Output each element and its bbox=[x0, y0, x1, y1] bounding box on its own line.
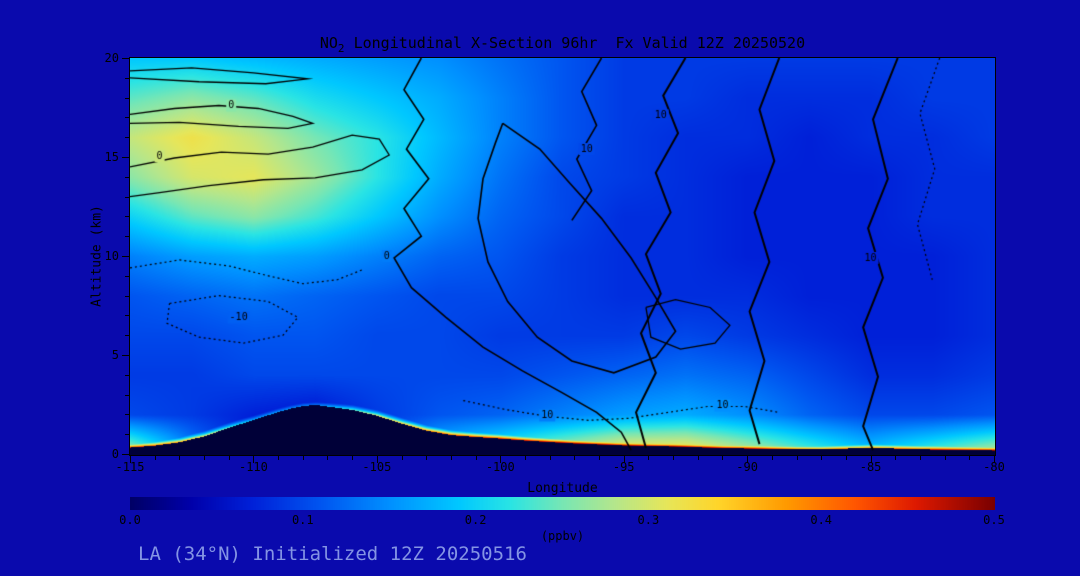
x-major-tick bbox=[870, 456, 872, 463]
init-caption: LA (34°N) Initialized 12Z 20250516 bbox=[138, 543, 527, 565]
x-major-tick bbox=[253, 456, 255, 463]
y-tick-label: 0 bbox=[111, 447, 119, 461]
y-minor-tick bbox=[125, 275, 129, 277]
colorbar-tick-label: 0.2 bbox=[464, 513, 487, 527]
x-minor-tick bbox=[673, 456, 675, 460]
x-axis-label: Longitude bbox=[527, 481, 598, 496]
y-major-tick bbox=[122, 157, 129, 158]
y-major-tick bbox=[122, 58, 129, 59]
title-species: NO bbox=[319, 34, 338, 52]
x-minor-tick bbox=[154, 456, 156, 460]
x-major-tick bbox=[994, 456, 995, 463]
x-minor-tick bbox=[771, 456, 773, 460]
x-tick-label: -115 bbox=[115, 460, 145, 474]
y-minor-tick bbox=[125, 414, 129, 416]
x-minor-tick bbox=[204, 456, 206, 460]
x-minor-tick bbox=[944, 456, 946, 460]
x-minor-tick bbox=[401, 456, 403, 460]
x-minor-tick bbox=[919, 456, 921, 460]
colorbar-tick-label: 0.4 bbox=[810, 513, 833, 527]
x-minor-tick bbox=[179, 456, 181, 460]
x-minor-tick bbox=[524, 456, 526, 460]
y-major-tick bbox=[122, 355, 129, 356]
x-minor-tick bbox=[228, 456, 230, 460]
y-minor-tick bbox=[125, 434, 129, 436]
y-major-tick bbox=[122, 454, 129, 455]
x-minor-tick bbox=[352, 456, 354, 460]
x-minor-tick bbox=[722, 456, 724, 460]
cross-section-canvas bbox=[129, 57, 996, 456]
colorbar-tick-label: 0.5 bbox=[983, 513, 1005, 527]
plot-title: NO2 Longitudinal X-Section 96hr Fx Valid… bbox=[130, 34, 995, 55]
x-minor-tick bbox=[969, 456, 971, 460]
x-tick-label: -95 bbox=[612, 460, 635, 474]
y-minor-tick bbox=[125, 97, 129, 99]
x-minor-tick bbox=[450, 456, 452, 460]
x-minor-tick bbox=[302, 456, 304, 460]
colorbar-units-label: (ppbv) bbox=[540, 529, 585, 543]
x-minor-tick bbox=[574, 456, 576, 460]
x-tick-label: -110 bbox=[238, 460, 268, 474]
x-major-tick bbox=[500, 456, 502, 463]
y-minor-tick bbox=[125, 216, 129, 218]
title-text: Longitudinal X-Section 96hr Fx Valid 12Z… bbox=[344, 34, 806, 52]
x-minor-tick bbox=[697, 456, 699, 460]
x-tick-label: -85 bbox=[859, 460, 882, 474]
y-tick-label: 15 bbox=[104, 150, 119, 164]
y-tick-label: 20 bbox=[104, 51, 119, 65]
x-minor-tick bbox=[549, 456, 551, 460]
y-minor-tick bbox=[125, 335, 129, 337]
y-minor-tick bbox=[125, 77, 129, 79]
y-tick-label: 10 bbox=[104, 249, 119, 263]
x-minor-tick bbox=[426, 456, 428, 460]
x-minor-tick bbox=[278, 456, 280, 460]
x-tick-label: -90 bbox=[736, 460, 758, 474]
x-minor-tick bbox=[895, 456, 897, 460]
title-subscript: 2 bbox=[337, 42, 345, 55]
x-major-tick bbox=[623, 456, 625, 463]
y-tick-label: 5 bbox=[111, 348, 119, 362]
y-axis-label: Altitude (km) bbox=[89, 205, 105, 307]
x-tick-label: -80 bbox=[983, 460, 1005, 474]
y-minor-tick bbox=[125, 374, 129, 376]
x-major-tick bbox=[376, 456, 378, 463]
colorbar-tick-label: 0.1 bbox=[291, 513, 314, 527]
x-major-tick bbox=[747, 456, 749, 463]
x-minor-tick bbox=[845, 456, 847, 460]
y-minor-tick bbox=[125, 176, 129, 178]
x-minor-tick bbox=[648, 456, 650, 460]
x-tick-label: -105 bbox=[362, 460, 392, 474]
x-minor-tick bbox=[796, 456, 798, 460]
colorbar-tick-label: 0.3 bbox=[637, 513, 660, 527]
y-minor-tick bbox=[125, 137, 129, 139]
y-minor-tick bbox=[125, 315, 129, 317]
y-minor-tick bbox=[125, 117, 129, 119]
colorbar-tick-label: 0.0 bbox=[119, 513, 141, 527]
x-minor-tick bbox=[327, 456, 329, 460]
x-major-tick bbox=[130, 456, 131, 463]
y-minor-tick bbox=[125, 295, 129, 297]
x-tick-label: -100 bbox=[485, 460, 515, 474]
x-minor-tick bbox=[475, 456, 477, 460]
y-minor-tick bbox=[125, 394, 129, 396]
colorbar-canvas bbox=[130, 497, 995, 510]
x-minor-tick bbox=[821, 456, 823, 460]
y-minor-tick bbox=[125, 236, 129, 238]
x-minor-tick bbox=[599, 456, 601, 460]
y-minor-tick bbox=[125, 196, 129, 198]
y-major-tick bbox=[122, 256, 129, 257]
